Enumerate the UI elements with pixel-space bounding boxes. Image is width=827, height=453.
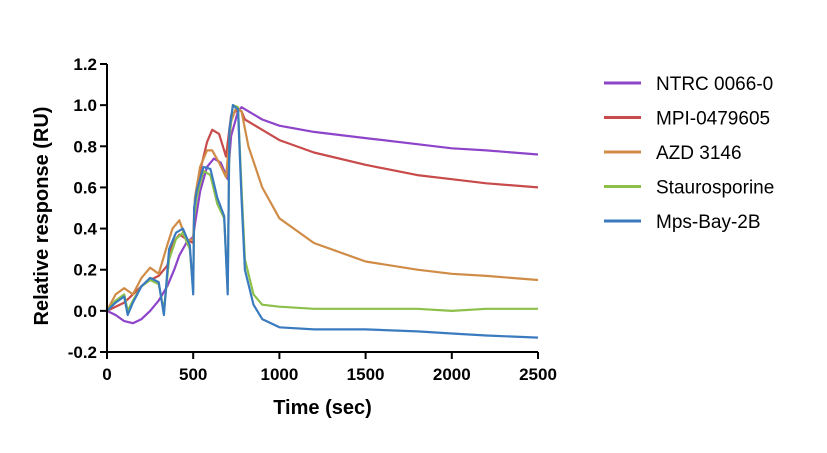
legend-label: NTRC 0066-0 bbox=[656, 74, 773, 95]
x-tick-label: 2000 bbox=[433, 365, 471, 384]
legend-label: MPI-0479605 bbox=[656, 109, 770, 130]
y-tick-label: 0.6 bbox=[73, 178, 97, 197]
x-tick-label: 2500 bbox=[519, 365, 557, 384]
y-tick-label: 0.8 bbox=[73, 137, 97, 156]
x-tick-label: 1000 bbox=[260, 365, 298, 384]
legend: NTRC 0066-0 MPI-0479605 AZD 3146 Staurospor… bbox=[604, 74, 774, 233]
y-tick-label: 1.0 bbox=[73, 96, 97, 115]
x-tick-label: 500 bbox=[179, 365, 207, 384]
x-tick-label: 1500 bbox=[347, 365, 385, 384]
series-line-4 bbox=[106, 104, 538, 312]
series-line-3 bbox=[106, 106, 539, 312]
x-tick-label: 0 bbox=[102, 365, 111, 384]
y-tick-label: 0.2 bbox=[73, 261, 97, 280]
plot-lines bbox=[106, 104, 539, 339]
y-axis-title: Relative response (RU) bbox=[31, 107, 53, 326]
series-line-1 bbox=[106, 106, 539, 325]
legend-label: Staurosporine bbox=[656, 178, 774, 199]
legend-label: Mps-Bay-2B bbox=[656, 212, 761, 233]
x-axis-title: Time (sec) bbox=[273, 397, 372, 419]
series-line-2 bbox=[106, 108, 539, 312]
y-tick-label: 0.0 bbox=[73, 302, 97, 321]
y-tick-label: -0.2 bbox=[68, 343, 97, 362]
series-line-5 bbox=[106, 104, 539, 339]
axes: -0.2 0.0 0.2 0.4 0.6 0.8 1.0 1.2 0 500 1000 1500 200… bbox=[68, 55, 557, 384]
y-tick-label: 1.2 bbox=[73, 55, 97, 74]
legend-label: AZD 3146 bbox=[656, 143, 742, 164]
y-tick-label: 0.4 bbox=[73, 220, 97, 239]
